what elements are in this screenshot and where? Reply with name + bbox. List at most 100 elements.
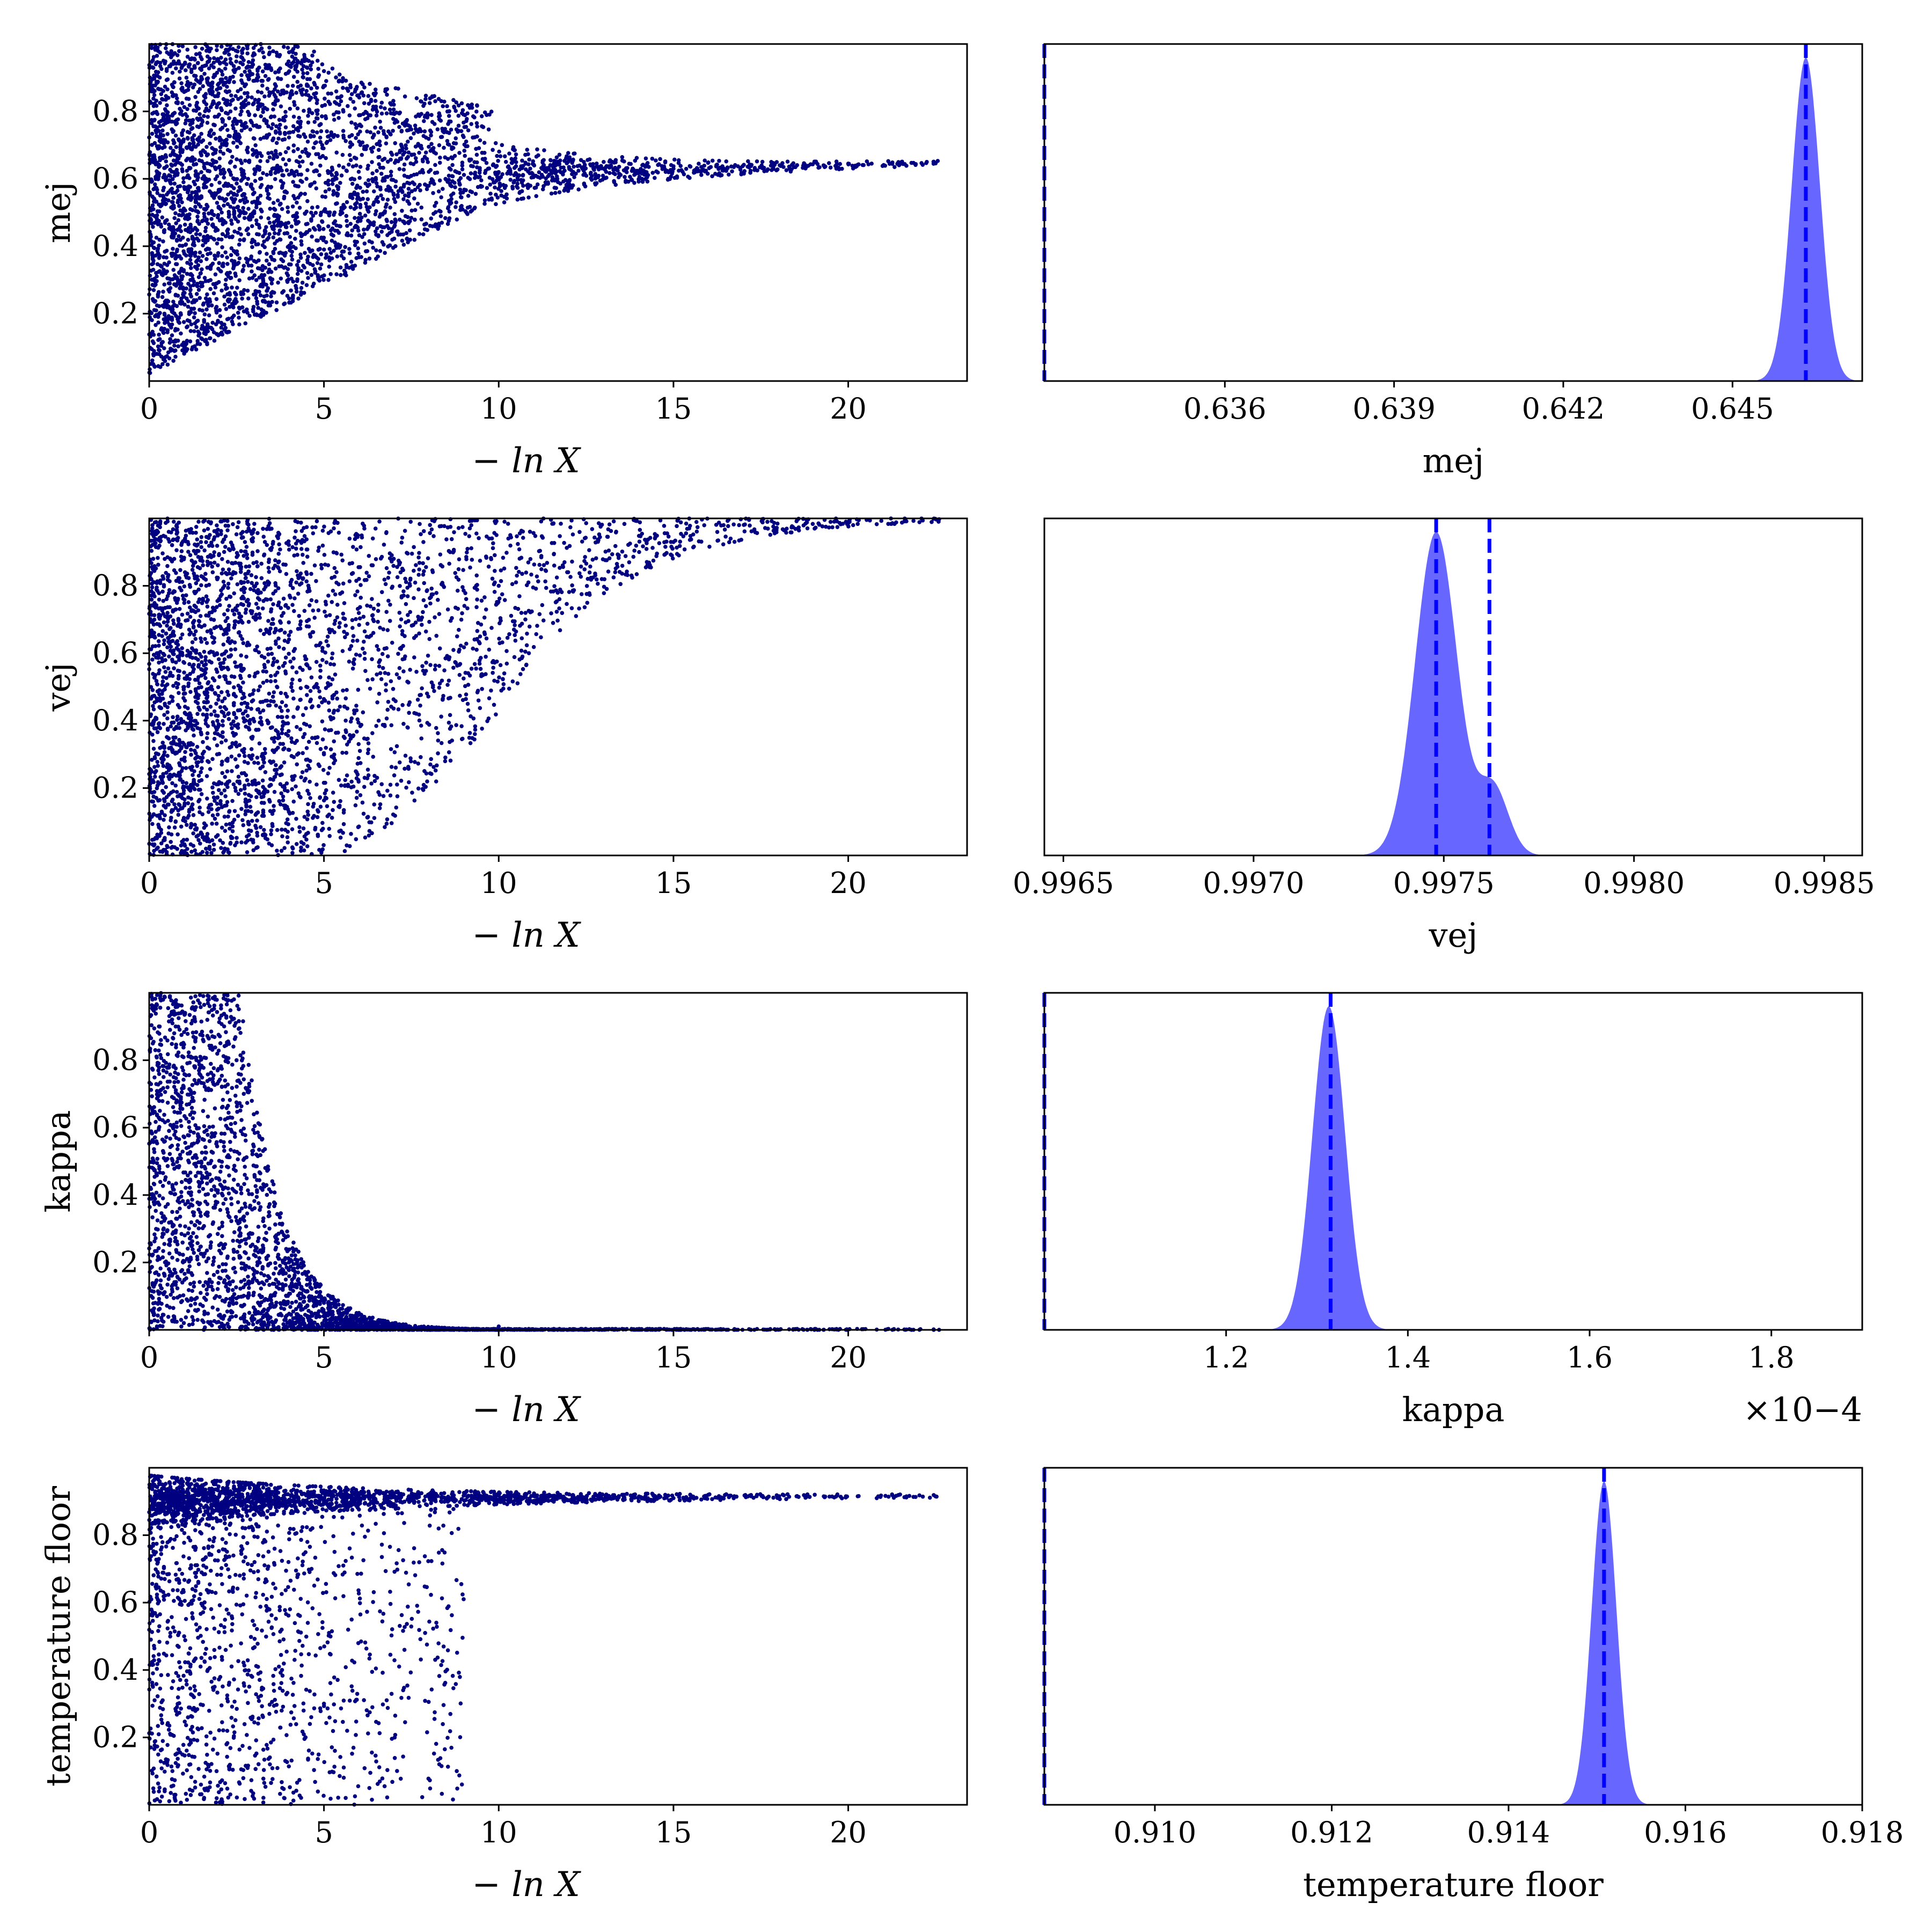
posterior-xtick-label: 0.9985 <box>1774 866 1875 900</box>
posterior-xtick-label: 0.645 <box>1691 392 1774 426</box>
scatter-axes-xtick-label: 5 <box>314 1341 333 1374</box>
scatter-axes-xtick-label: 0 <box>140 392 158 426</box>
panels: 0 5 10 15 20 0.2 0.4 0.6 0.8 − ln X mej 0 5 10 15 20 0.2… <box>39 42 1904 1905</box>
scatter-point <box>356 1311 361 1315</box>
scatter-panel-4: 0 5 10 15 20 0.2 0.4 0.6 0.8 − ln X temperature fl… <box>39 1467 968 1905</box>
scatter-xlabel: − ln X <box>472 441 581 481</box>
scatter-axes-xtick-label: 5 <box>314 392 333 426</box>
posterior-xtick-label: 0.9970 <box>1203 866 1304 900</box>
posterior-density <box>1044 532 1862 855</box>
scatter-ylabel: vej <box>39 663 78 712</box>
scatter-point <box>287 1260 291 1265</box>
scatter-axes-ytick-label: 0.2 <box>92 771 138 804</box>
posterior-xtick-label: 0.9980 <box>1583 866 1685 900</box>
scatter-points <box>147 42 940 375</box>
scatter-point <box>321 752 326 757</box>
scatter-axes-xtick-label: 10 <box>480 1816 517 1849</box>
posterior-xlabel: vej <box>1429 916 1478 955</box>
posterior-xtick-label: 1.8 <box>1748 1341 1795 1374</box>
scatter-points <box>147 1473 939 1807</box>
posterior-xtick-label: 0.642 <box>1522 392 1605 426</box>
scatter-axes-xtick-label: 5 <box>314 866 333 900</box>
posterior-xlabel: mej <box>1423 441 1484 480</box>
scatter-axes-ytick-label: 0.6 <box>92 636 138 670</box>
scatter-point <box>846 519 851 524</box>
scatter-axes-ytick-label: 0.8 <box>92 1043 138 1077</box>
posterior-axes-frame <box>1043 992 1863 1331</box>
scatter-axes-xtick-label: 15 <box>655 392 692 426</box>
scatter-point <box>182 1634 186 1638</box>
scatter-panel-3: 0 5 10 15 20 0.2 0.4 0.6 0.8 − ln X kappa <box>39 991 968 1430</box>
posterior-xtick-label: 0.916 <box>1644 1816 1727 1849</box>
posterior-axes-frame <box>1043 517 1863 857</box>
scatter-point <box>671 1496 676 1501</box>
posterior-density <box>1044 57 1862 382</box>
scatter-axes-xtick-label: 20 <box>830 1341 867 1374</box>
scatter-point <box>671 540 676 544</box>
posterior-xtick-label: 1.2 <box>1203 1341 1249 1374</box>
posterior-axes-frame <box>1043 1467 1863 1806</box>
posterior-xtick-label: 0.914 <box>1467 1816 1550 1849</box>
scatter-axes-ytick-label: 0.4 <box>92 1178 138 1212</box>
posterior-xtick-label: 0.636 <box>1183 392 1267 426</box>
scatter-xlabel: − ln X <box>472 1390 581 1430</box>
scatter-axes-xtick-label: 10 <box>480 1341 517 1374</box>
scatter-axes-xtick-label: 15 <box>655 1816 692 1849</box>
posterior-panel-1: 0.636 0.639 0.642 0.645 mej <box>1042 43 1863 480</box>
posterior-xtick-label: 0.639 <box>1352 392 1436 426</box>
posterior-xtick-label: 0.910 <box>1114 1816 1197 1849</box>
scatter-axes-ytick-label: 0.6 <box>92 1110 138 1144</box>
scatter-point <box>671 166 676 171</box>
scatter-axes-ytick-label: 0.6 <box>92 162 138 195</box>
scatter-axes-xtick-label: 0 <box>140 1816 158 1849</box>
scatter-axes-xtick-label: 20 <box>830 866 867 900</box>
scatter-axes-xtick-label: 15 <box>655 1341 692 1374</box>
scatter-xlabel: − ln X <box>472 916 581 955</box>
scatter-panel-1: 0 5 10 15 20 0.2 0.4 0.6 0.8 − ln X mej <box>39 42 968 481</box>
scatter-axes-ytick-label: 0.8 <box>92 1518 138 1552</box>
scatter-axes-ytick-label: 0.2 <box>92 1720 138 1754</box>
scatter-axes-ytick-label: 0.4 <box>92 1653 138 1687</box>
scatter-point <box>164 69 169 74</box>
posterior-panel-3: 1.2 1.4 1.6 1.8 kappa ×10−4 <box>1042 992 1863 1429</box>
scatter-point <box>496 170 501 174</box>
scatter-point <box>235 1058 239 1063</box>
scatter-axes-xtick-label: 0 <box>140 866 158 900</box>
scatter-point <box>217 261 222 266</box>
scatter-point <box>496 583 501 588</box>
posterior-xlabel: temperature floor <box>1303 1865 1604 1904</box>
scatter-axes-ytick-label: 0.8 <box>92 94 138 128</box>
scatter-axes-ytick-label: 0.2 <box>92 1245 138 1279</box>
posterior-xtick-label: 0.9965 <box>1013 866 1114 900</box>
posterior-xtick-label: 0.9975 <box>1393 866 1495 900</box>
scatter-ylabel: kappa <box>39 1110 78 1213</box>
posterior-xtick-label: 0.918 <box>1821 1816 1904 1849</box>
posterior-xlabel: kappa <box>1402 1390 1505 1429</box>
scatter-ylabel: temperature floor <box>39 1486 78 1787</box>
scatter-axes-xtick-label: 20 <box>830 392 867 426</box>
scatter-axes-xtick-label: 10 <box>480 866 517 900</box>
scatter-axes-xtick-label: 0 <box>140 1341 158 1374</box>
posterior-xtick-label: 1.6 <box>1567 1341 1613 1374</box>
scatter-axes-xtick-label: 10 <box>480 392 517 426</box>
scatter-axes-frame <box>148 517 968 857</box>
scatter-axes-frame <box>148 43 968 382</box>
scatter-axes-frame <box>148 1467 968 1806</box>
scatter-axes-ytick-label: 0.6 <box>92 1585 138 1619</box>
scatter-axes-ytick-label: 0.2 <box>92 296 138 330</box>
posterior-xtick-label: 0.912 <box>1290 1816 1373 1849</box>
scatter-axes-xtick-label: 15 <box>655 866 692 900</box>
scatter-axes-frame <box>148 992 968 1331</box>
scatter-point <box>304 177 309 181</box>
scatter-point <box>496 1324 501 1329</box>
scatter-ylabel: mej <box>39 182 78 244</box>
scatter-point <box>455 1769 459 1773</box>
posterior-axes-frame <box>1043 43 1863 382</box>
scatter-point <box>321 1499 326 1504</box>
scatter-axes-xtick-label: 5 <box>314 1816 333 1849</box>
posterior-xtick-label: 1.4 <box>1385 1341 1431 1374</box>
scatter-point <box>321 1701 326 1706</box>
scatter-point <box>933 161 938 166</box>
scatter-point <box>846 162 851 166</box>
